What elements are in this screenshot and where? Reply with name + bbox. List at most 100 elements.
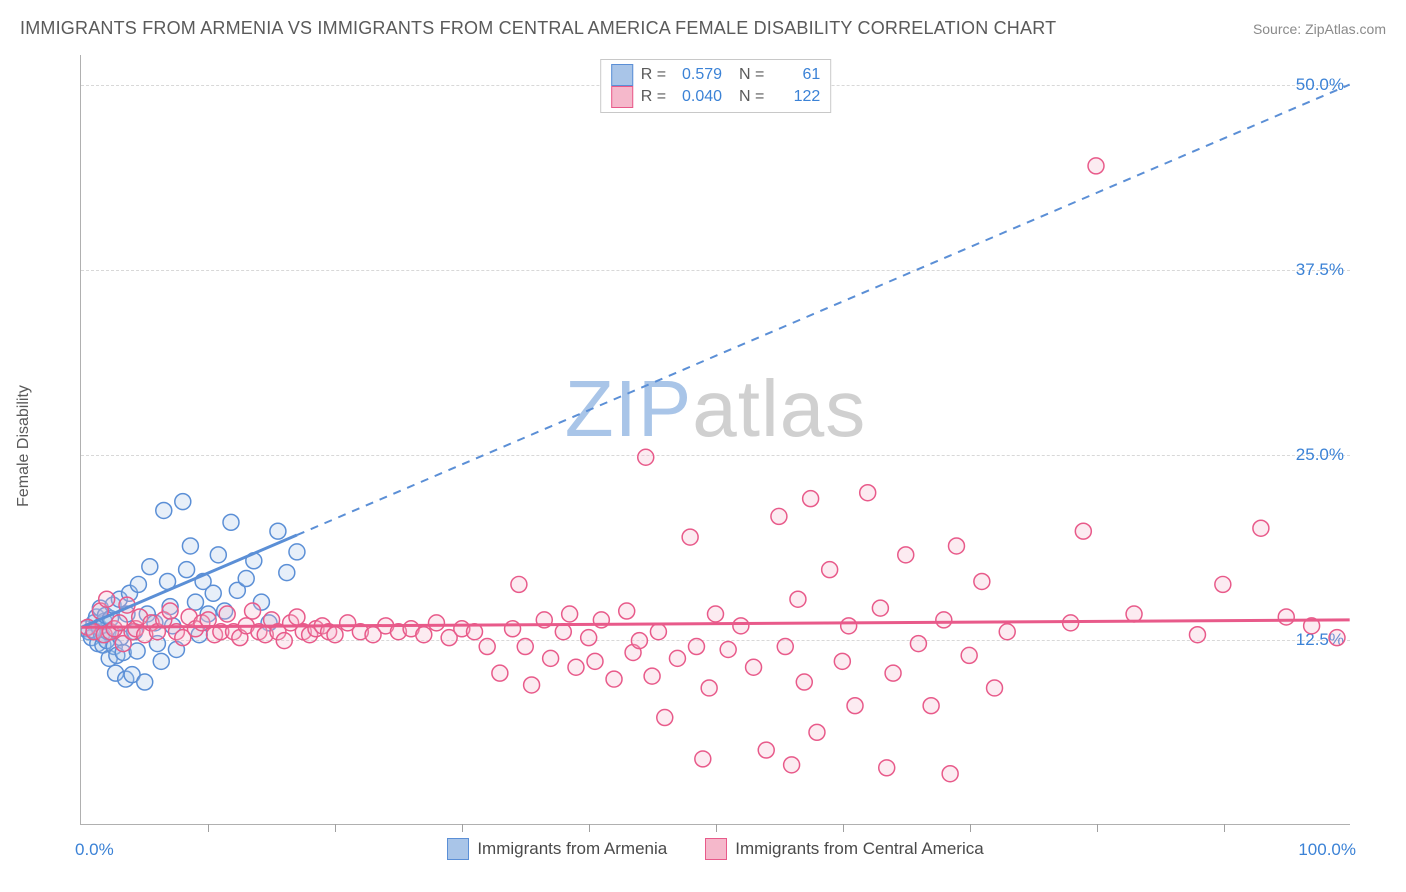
data-point (822, 562, 838, 578)
data-point (758, 742, 774, 758)
data-point (543, 650, 559, 666)
data-point (289, 544, 305, 560)
data-point (1088, 158, 1104, 174)
data-point (587, 653, 603, 669)
data-point (1253, 520, 1269, 536)
data-point (872, 600, 888, 616)
data-point (695, 751, 711, 767)
data-point (1278, 609, 1294, 625)
data-point (847, 698, 863, 714)
data-point (619, 603, 635, 619)
data-point (182, 538, 198, 554)
x-tick (208, 824, 209, 832)
swatch-icon (447, 838, 469, 860)
data-point (841, 618, 857, 634)
data-point (682, 529, 698, 545)
data-point (809, 724, 825, 740)
data-point (942, 766, 958, 782)
data-point (606, 671, 622, 687)
legend-series: Immigrants from Armenia Immigrants from … (81, 838, 1350, 860)
data-point (885, 665, 901, 681)
data-point (99, 591, 115, 607)
data-point (179, 562, 195, 578)
data-point (289, 609, 305, 625)
data-point (936, 612, 952, 628)
data-point (1126, 606, 1142, 622)
data-point (790, 591, 806, 607)
data-point (1075, 523, 1091, 539)
x-tick (589, 824, 590, 832)
data-point (669, 650, 685, 666)
legend-stats: R =0.579 N =61 R =0.040 N =122 (600, 59, 832, 113)
legend-label: Immigrants from Armenia (477, 839, 667, 859)
data-point (205, 585, 221, 601)
data-point (631, 633, 647, 649)
chart-header: IMMIGRANTS FROM ARMENIA VS IMMIGRANTS FR… (20, 18, 1386, 39)
data-point (492, 665, 508, 681)
x-tick (335, 824, 336, 832)
data-point (860, 485, 876, 501)
data-point (1329, 630, 1345, 646)
data-point (1215, 576, 1231, 592)
x-axis-label: 0.0% (75, 840, 114, 860)
legend-item-0: Immigrants from Armenia (447, 838, 667, 860)
legend-stats-row-1: R =0.040 N =122 (611, 86, 821, 108)
data-point (517, 639, 533, 655)
x-tick (1224, 824, 1225, 832)
data-point (511, 576, 527, 592)
x-tick (970, 824, 971, 832)
n-value: 122 (772, 88, 820, 106)
chart-area: ZIPatlas R =0.579 N =61 R =0.040 N =122 … (50, 55, 1350, 825)
data-point (746, 659, 762, 675)
y-axis-title: Female Disability (15, 385, 33, 507)
data-point (923, 698, 939, 714)
r-value: 0.579 (674, 66, 722, 84)
data-point (784, 757, 800, 773)
legend-stats-row-0: R =0.579 N =61 (611, 64, 821, 86)
data-point (162, 603, 178, 619)
data-point (688, 639, 704, 655)
chart-source: Source: ZipAtlas.com (1253, 21, 1386, 37)
data-point (130, 576, 146, 592)
chart-title: IMMIGRANTS FROM ARMENIA VS IMMIGRANTS FR… (20, 18, 1056, 39)
data-point (276, 633, 292, 649)
data-point (524, 677, 540, 693)
data-point (279, 565, 295, 581)
data-point (555, 624, 571, 640)
data-point (644, 668, 660, 684)
data-point (796, 674, 812, 690)
data-point (834, 653, 850, 669)
trend-line-dashed (297, 85, 1350, 535)
data-point (327, 627, 343, 643)
data-point (910, 636, 926, 652)
data-point (568, 659, 584, 675)
data-point (581, 630, 597, 646)
legend-item-1: Immigrants from Central America (705, 838, 983, 860)
data-point (142, 559, 158, 575)
data-point (720, 642, 736, 658)
data-point (771, 508, 787, 524)
data-point (175, 494, 191, 510)
data-point (638, 449, 654, 465)
x-tick (462, 824, 463, 832)
data-point (505, 621, 521, 637)
data-point (987, 680, 1003, 696)
data-point (999, 624, 1015, 640)
data-point (223, 514, 239, 530)
x-tick (716, 824, 717, 832)
x-tick (1097, 824, 1098, 832)
data-point (219, 606, 235, 622)
scatter-plot: ZIPatlas R =0.579 N =61 R =0.040 N =122 … (80, 55, 1350, 825)
data-point (657, 710, 673, 726)
data-point (210, 547, 226, 563)
data-point (961, 647, 977, 663)
data-point (650, 624, 666, 640)
data-point (974, 573, 990, 589)
data-point (1189, 627, 1205, 643)
data-point (479, 639, 495, 655)
data-point (245, 603, 261, 619)
data-point (777, 639, 793, 655)
data-point (701, 680, 717, 696)
x-tick (843, 824, 844, 832)
data-point (733, 618, 749, 634)
